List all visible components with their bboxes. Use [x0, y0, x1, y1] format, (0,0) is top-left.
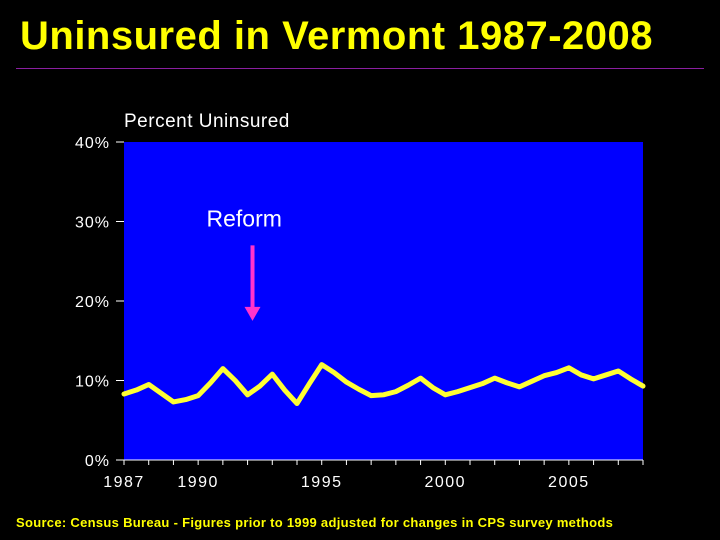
reform-annotation-label: Reform: [207, 205, 282, 231]
y-tick-label: 10%: [75, 374, 110, 391]
plot-area: [124, 142, 643, 460]
y-tick-label: 30%: [75, 215, 110, 232]
reform-arrow-head: [244, 306, 261, 321]
title-divider: [16, 68, 704, 69]
series-line: [121, 362, 646, 407]
source-note: Source: Census Bureau - Figures prior to…: [16, 515, 614, 530]
x-tick-label: 2000: [424, 474, 466, 491]
y-tick-label: 40%: [75, 135, 110, 152]
slide-title: Uninsured in Vermont 1987-2008: [20, 14, 654, 58]
y-tick-label: 0%: [85, 453, 110, 470]
x-tick-label: 2005: [548, 474, 590, 491]
x-tick-label: 1990: [177, 474, 219, 491]
x-tick-label: 1987: [103, 474, 145, 491]
y-tick-label: 20%: [75, 294, 110, 311]
x-tick-label: 1995: [301, 474, 343, 491]
chart-title: Percent Uninsured: [124, 111, 290, 132]
